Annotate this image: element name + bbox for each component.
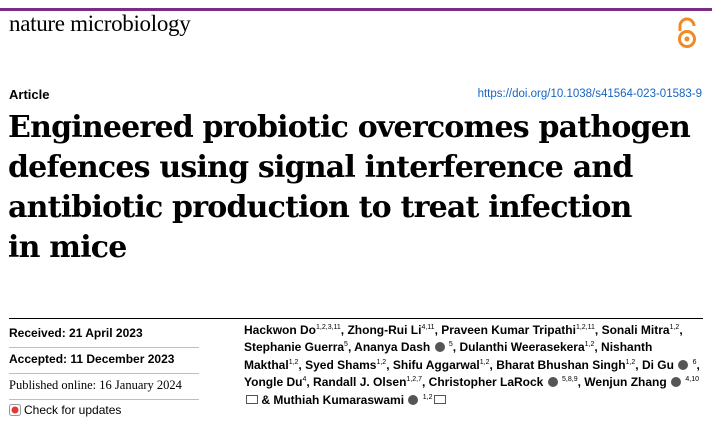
affiliation-numbers: 1,2,7 xyxy=(406,376,422,384)
title-line: Engineered probiotic overcomes pathogen xyxy=(8,110,691,145)
author-name[interactable]: Hackwon Do xyxy=(244,323,317,337)
affiliation-numbers: 1,2 xyxy=(422,393,433,401)
date-separator xyxy=(9,399,199,400)
accepted-date: Accepted: 11 December 2023 xyxy=(9,352,175,366)
author-name[interactable]: Praveen Kumar Tripathi xyxy=(441,323,576,337)
author-entry: Dulanthi Weerasekera1,2 xyxy=(459,340,594,354)
affiliation-numbers: 1,2 xyxy=(584,341,595,349)
author-entry: & Muthiah Kumaraswami 1,2 xyxy=(261,392,447,407)
section-divider xyxy=(9,318,703,319)
orcid-icon[interactable] xyxy=(671,377,682,388)
orcid-icon[interactable] xyxy=(408,394,419,405)
mail-icon[interactable] xyxy=(434,394,447,404)
author-name[interactable]: Ananya Dash xyxy=(354,340,431,355)
affiliation-numbers: 6 xyxy=(692,358,697,366)
author-entry: Syed Shams1,2 xyxy=(305,358,386,372)
author-entry: Shifu Aggarwal1,2 xyxy=(393,358,490,372)
published-date: Published online: 16 January 2024 xyxy=(9,378,182,392)
check-updates-label: Check for updates xyxy=(24,403,122,417)
author-name[interactable]: Yongle Du xyxy=(244,375,303,390)
title-line: in mice xyxy=(8,230,127,265)
author-entry: Hackwon Do1,2,3,11 xyxy=(244,323,341,337)
author-entry: Christopher LaRock 5,8,9 xyxy=(429,375,578,389)
author-entry: Nishanth Makthal1,2 xyxy=(244,340,652,371)
affiliation-numbers: 1,2 xyxy=(625,358,636,366)
author-name[interactable]: Christopher LaRock xyxy=(428,375,544,390)
author-entry: Wenjun Zhang 4,10 xyxy=(244,375,699,406)
date-separator xyxy=(9,373,199,374)
author-entry: Stephanie Guerra5 xyxy=(244,340,348,354)
title-line: antibiotic production to treat infection xyxy=(8,190,632,225)
author-name[interactable]: Syed Shams xyxy=(305,357,377,372)
author-entry: Ananya Dash 5 xyxy=(354,340,453,354)
author-name[interactable]: Sonali Mitra xyxy=(601,323,670,337)
author-name[interactable]: Nishanth Makthal xyxy=(244,340,653,372)
author-name[interactable]: Muthiah Kumaraswami xyxy=(273,392,405,407)
author-entry: Zhong-Rui Li4,11 xyxy=(347,323,434,337)
journal-accent-bar xyxy=(0,8,712,11)
author-name[interactable]: Stephanie Guerra xyxy=(244,340,345,355)
author-name[interactable]: Randall J. Olsen xyxy=(313,375,407,390)
affiliation-numbers: 4,10 xyxy=(685,376,700,384)
author-entry: Praveen Kumar Tripathi1,2,11 xyxy=(441,323,595,337)
author-name[interactable]: Shifu Aggarwal xyxy=(392,357,480,372)
article-title: Engineered probiotic overcomes pathogen … xyxy=(8,108,698,268)
affiliation-numbers: 1,2 xyxy=(669,324,680,331)
affiliation-numbers: 4,11 xyxy=(421,324,435,331)
open-access-icon[interactable] xyxy=(676,17,698,49)
author-name[interactable]: Wenjun Zhang xyxy=(584,375,667,390)
orcid-icon[interactable] xyxy=(678,359,689,370)
mail-icon[interactable] xyxy=(246,394,258,404)
author-name[interactable]: Di Gu xyxy=(641,357,674,372)
affiliation-numbers: 1,2,11 xyxy=(575,324,595,331)
affiliation-numbers: 4 xyxy=(302,376,307,384)
author-entry: Di Gu 6 xyxy=(642,358,697,372)
check-updates-icon xyxy=(9,404,21,416)
article-type-label: Article xyxy=(9,87,50,102)
author-entry: Sonali Mitra1,2 xyxy=(602,323,680,337)
check-for-updates-button[interactable]: Check for updates xyxy=(9,403,121,417)
affiliation-numbers: 5 xyxy=(344,341,348,349)
author-name[interactable]: Bharat Bhushan Singh xyxy=(496,357,626,372)
journal-name: nature microbiology xyxy=(9,11,191,36)
author-entry: Yongle Du4 xyxy=(244,375,306,389)
author-entry: Bharat Bhushan Singh1,2 xyxy=(496,358,635,372)
orcid-icon[interactable] xyxy=(434,342,445,353)
author-name[interactable]: Dulanthi Weerasekera xyxy=(459,340,585,355)
author-name[interactable]: Zhong-Rui Li xyxy=(347,323,422,337)
title-line: defences using signal interference and xyxy=(8,150,633,185)
affiliation-numbers: 1,2 xyxy=(288,358,299,366)
affiliation-numbers: 5 xyxy=(448,341,453,349)
date-separator xyxy=(9,347,199,348)
author-list: Hackwon Do1,2,3,11, Zhong-Rui Li4,11, Pr… xyxy=(244,323,700,407)
doi-link[interactable]: https://doi.org/10.1038/s41564-023-01583… xyxy=(477,88,702,100)
article-dates: Received: 21 April 2023 Accepted: 11 Dec… xyxy=(9,322,209,400)
affiliation-numbers: 1,2 xyxy=(376,358,387,366)
received-date: Received: 21 April 2023 xyxy=(9,326,143,340)
affiliation-numbers: 1,2,3,11 xyxy=(316,324,341,331)
author-entry: Randall J. Olsen1,2,7 xyxy=(313,375,422,389)
orcid-icon[interactable] xyxy=(547,377,558,388)
affiliation-numbers: 5,8,9 xyxy=(562,376,578,384)
affiliation-numbers: 1,2 xyxy=(479,358,490,366)
